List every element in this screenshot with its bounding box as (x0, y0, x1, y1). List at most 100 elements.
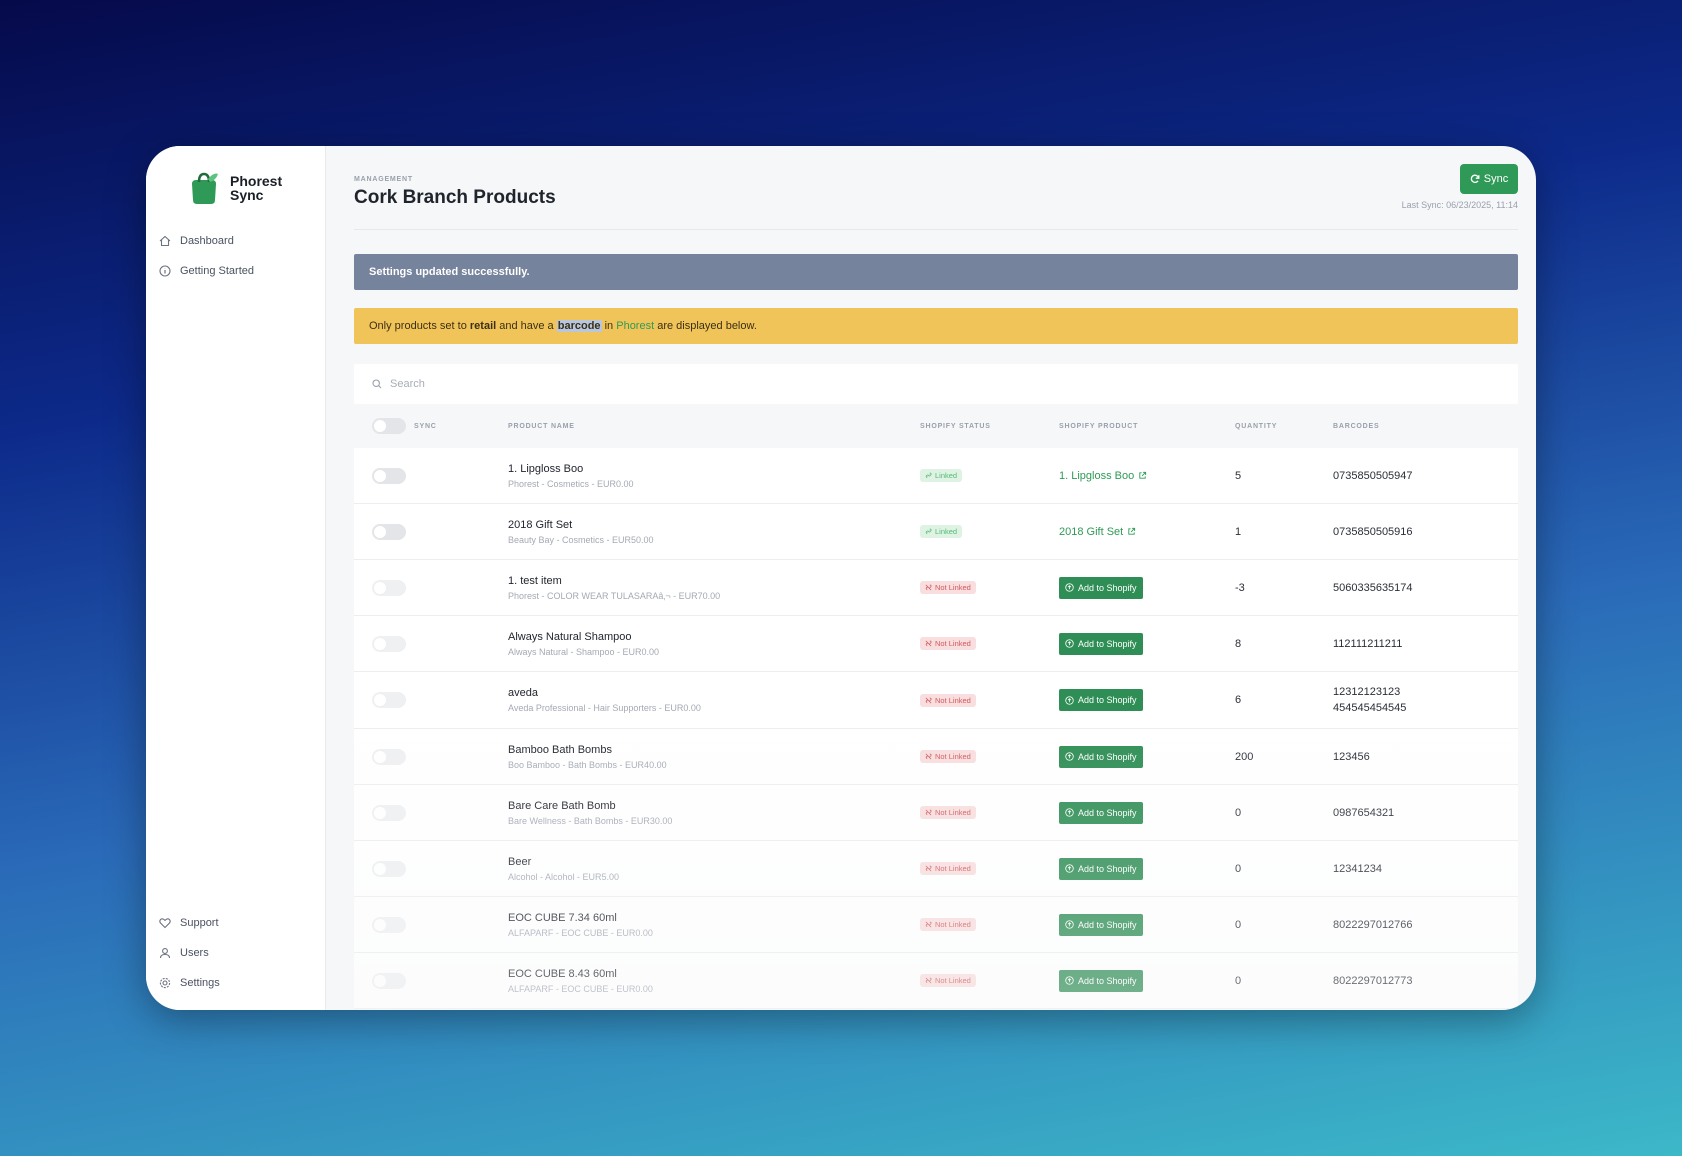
linked-badge: Linked (920, 469, 963, 482)
add-to-shopify-button[interactable]: Add to Shopify (1059, 857, 1143, 880)
warning-text-part: in (601, 320, 617, 332)
product-quantity: 0 (1235, 806, 1242, 819)
broken-link-icon (925, 584, 932, 591)
table-row: Always Natural Shampoo Always Natural - … (354, 616, 1518, 672)
table-row: Bare Care Bath Bomb Bare Wellness - Bath… (354, 785, 1518, 841)
row-sync-toggle[interactable] (372, 635, 406, 652)
barcode-value: 112111211211 (1333, 637, 1403, 650)
product-details: Bare Wellness - Bath Bombs - EUR30.00 (508, 815, 673, 826)
add-to-shopify-button[interactable]: Add to Shopify (1059, 801, 1143, 824)
barcodes-cell: 12341234 (1333, 861, 1518, 877)
not-linked-badge-label: Not Linked (935, 976, 971, 985)
product-name: aveda (508, 687, 538, 699)
product-details: Alcohol - Alcohol - EUR5.00 (508, 871, 620, 882)
upload-cloud-icon (1065, 695, 1074, 705)
add-to-shopify-button[interactable]: Add to Shopify (1059, 969, 1143, 992)
sidebar-item-users[interactable]: Users (156, 938, 315, 968)
logo[interactable]: Phorest Sync (186, 170, 282, 206)
not-linked-badge-label: Not Linked (935, 583, 971, 592)
product-name: EOC CUBE 8.43 60ml (508, 967, 617, 980)
column-header-shopify-product[interactable]: SHOPIFY PRODUCT (1059, 422, 1139, 430)
row-sync-toggle[interactable] (372, 467, 406, 484)
warning-text: Only products set to retail and have a b… (369, 320, 757, 332)
shopify-product-link[interactable]: 1. Lipgloss Boo (1059, 470, 1147, 482)
add-to-shopify-label: Add to Shopify (1078, 807, 1137, 818)
product-details: Phorest - Cosmetics - EUR0.00 (508, 478, 634, 489)
not-linked-badge: Not Linked (920, 974, 976, 987)
add-to-shopify-label: Add to Shopify (1078, 695, 1137, 705)
barcode-value: 123456 (1333, 750, 1370, 763)
table-row: 1. Lipgloss Boo Phorest - Cosmetics - EU… (354, 448, 1518, 504)
search-bar (354, 364, 1518, 404)
info-warning-alert: Only products set to retail and have a b… (354, 308, 1518, 344)
sidebar-item-support[interactable]: Support (156, 908, 315, 938)
row-sync-toggle[interactable] (372, 748, 406, 765)
product-details: Aveda Professional - Hair Supporters - E… (508, 703, 701, 713)
heart-icon (158, 916, 172, 930)
broken-link-icon (925, 977, 932, 984)
row-sync-toggle[interactable] (372, 692, 406, 708)
sidebar-item-getting-started[interactable]: Getting Started (156, 256, 315, 286)
column-header-barcodes[interactable]: BARCODES (1333, 422, 1380, 430)
broken-link-icon (925, 697, 932, 703)
section-eyebrow: MANAGEMENT (354, 176, 413, 183)
table-row: EOC CUBE 7.34 60ml ALFAPARF - EOC CUBE -… (354, 897, 1518, 953)
row-sync-toggle[interactable] (372, 579, 406, 596)
product-details: ALFAPARF - EOC CUBE - EUR0.00 (508, 927, 653, 938)
sidebar-item-settings[interactable]: Settings (156, 968, 315, 998)
barcode-value: 12312123123 (1333, 686, 1401, 698)
not-linked-badge: Not Linked (920, 750, 976, 763)
warning-bold-retail: retail (469, 320, 497, 332)
row-sync-toggle[interactable] (372, 916, 406, 933)
add-to-shopify-button[interactable]: Add to Shopify (1059, 913, 1143, 936)
column-header-quantity[interactable]: QUANTITY (1235, 422, 1278, 430)
barcodes-cell: 0987654321 (1333, 805, 1518, 821)
not-linked-badge-label: Not Linked (935, 808, 971, 817)
column-header-sync: SYNC (414, 422, 437, 430)
last-sync-timestamp: Last Sync: 06/23/2025, 11:14 (1401, 200, 1518, 210)
header-divider (354, 229, 1518, 230)
product-name: Bamboo Bath Bombs (508, 743, 612, 756)
warning-text-part: are displayed below. (654, 320, 757, 332)
phorest-link[interactable]: Phorest (616, 320, 655, 332)
table-row: EOC CUBE 8.43 60ml ALFAPARF - EOC CUBE -… (354, 953, 1518, 1009)
shopify-product-link[interactable]: 2018 Gift Set (1059, 526, 1136, 538)
not-linked-badge: Not Linked (920, 581, 976, 594)
add-to-shopify-button[interactable]: Add to Shopify (1059, 576, 1143, 599)
column-header-shopify-status[interactable]: SHOPIFY STATUS (920, 422, 991, 430)
sidebar-item-label: Support (180, 917, 219, 929)
product-quantity: 8 (1235, 637, 1242, 650)
product-details: Phorest - COLOR WEAR TULASARAâ‚¬ - EUR70… (508, 590, 721, 601)
upload-cloud-icon (1065, 752, 1074, 761)
product-quantity: 200 (1235, 750, 1254, 763)
broken-link-icon (925, 753, 932, 760)
add-to-shopify-button[interactable]: Add to Shopify (1059, 632, 1143, 655)
product-quantity: 5 (1235, 469, 1242, 482)
search-input[interactable] (390, 378, 790, 390)
product-quantity: 0 (1235, 862, 1242, 875)
sync-button[interactable]: Sync (1460, 164, 1518, 194)
add-to-shopify-button[interactable]: Add to Shopify (1059, 745, 1143, 768)
column-header-product-name[interactable]: PRODUCT NAME (508, 422, 575, 430)
add-to-shopify-label: Add to Shopify (1078, 638, 1137, 649)
sync-all-toggle[interactable] (372, 418, 406, 434)
not-linked-badge: Not Linked (920, 693, 976, 707)
upload-cloud-icon (1065, 639, 1074, 648)
add-to-shopify-label: Add to Shopify (1078, 582, 1137, 593)
broken-link-icon (925, 809, 932, 816)
barcode-value: 0735850505947 (1333, 469, 1413, 482)
row-sync-toggle[interactable] (372, 860, 406, 877)
add-to-shopify-button[interactable]: Add to Shopify (1059, 689, 1143, 711)
sidebar-item-dashboard[interactable]: Dashboard (156, 226, 315, 256)
barcodes-cell: 0735850505947 (1333, 468, 1518, 484)
product-name: Beer (508, 855, 532, 868)
row-sync-toggle[interactable] (372, 804, 406, 821)
not-linked-badge-label: Not Linked (935, 864, 971, 873)
external-link-icon (1128, 527, 1136, 535)
product-details: ALFAPARF - EOC CUBE - EUR0.00 (508, 983, 653, 994)
row-sync-toggle[interactable] (372, 972, 406, 989)
not-linked-badge: Not Linked (920, 862, 976, 875)
warning-text-part: Only products set to (369, 320, 470, 332)
row-sync-toggle[interactable] (372, 523, 406, 540)
shopify-product-name: 2018 Gift Set (1059, 525, 1124, 538)
